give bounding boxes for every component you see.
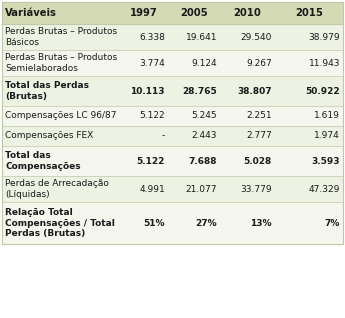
Text: 51%: 51% — [144, 218, 165, 227]
Text: Relação Total
Compensações / Total
Perdas (Brutas): Relação Total Compensações / Total Perda… — [5, 208, 115, 238]
Text: 33.779: 33.779 — [240, 184, 272, 193]
Text: 47.329: 47.329 — [309, 184, 340, 193]
FancyBboxPatch shape — [2, 2, 343, 24]
Text: 9.267: 9.267 — [246, 59, 272, 67]
Text: 3.593: 3.593 — [312, 156, 340, 165]
Text: 38.807: 38.807 — [237, 86, 272, 95]
FancyBboxPatch shape — [2, 50, 343, 76]
Text: 2010: 2010 — [234, 8, 262, 18]
Text: 21.077: 21.077 — [186, 184, 217, 193]
FancyBboxPatch shape — [2, 76, 343, 106]
Text: 50.922: 50.922 — [305, 86, 340, 95]
Text: 5.245: 5.245 — [191, 112, 217, 121]
Text: Variáveis: Variáveis — [5, 8, 57, 18]
Text: Total das
Compensações: Total das Compensações — [5, 151, 81, 171]
Text: 1.619: 1.619 — [314, 112, 340, 121]
Text: 2015: 2015 — [295, 8, 323, 18]
Text: 3.774: 3.774 — [139, 59, 165, 67]
Text: Perdas de Arrecadação
(Líquidas): Perdas de Arrecadação (Líquidas) — [5, 179, 109, 199]
Text: Perdas Brutas – Produtos
Básicos: Perdas Brutas – Produtos Básicos — [5, 27, 117, 47]
Text: 28.765: 28.765 — [182, 86, 217, 95]
Text: 10.113: 10.113 — [130, 86, 165, 95]
Text: Total das Perdas
(Brutas): Total das Perdas (Brutas) — [5, 81, 89, 101]
Text: Compensações LC 96/87: Compensações LC 96/87 — [5, 112, 117, 121]
Text: 5.122: 5.122 — [139, 112, 165, 121]
Text: 5.122: 5.122 — [137, 156, 165, 165]
Text: 1.974: 1.974 — [314, 132, 340, 141]
Text: 19.641: 19.641 — [186, 32, 217, 42]
Text: 7.688: 7.688 — [188, 156, 217, 165]
Text: -: - — [162, 132, 165, 141]
Text: 11.943: 11.943 — [308, 59, 340, 67]
Text: Compensações FEX: Compensações FEX — [5, 132, 93, 141]
Text: 13%: 13% — [250, 218, 272, 227]
Text: 1997: 1997 — [130, 8, 158, 18]
FancyBboxPatch shape — [2, 106, 343, 126]
Text: 6.338: 6.338 — [139, 32, 165, 42]
Text: 2.251: 2.251 — [246, 112, 272, 121]
Text: 2005: 2005 — [180, 8, 208, 18]
FancyBboxPatch shape — [2, 24, 343, 50]
FancyBboxPatch shape — [2, 126, 343, 146]
Text: 2.777: 2.777 — [246, 132, 272, 141]
Text: 7%: 7% — [325, 218, 340, 227]
FancyBboxPatch shape — [2, 176, 343, 202]
Text: 29.540: 29.540 — [240, 32, 272, 42]
FancyBboxPatch shape — [2, 202, 343, 244]
Text: 2.443: 2.443 — [191, 132, 217, 141]
Text: 9.124: 9.124 — [191, 59, 217, 67]
Text: Perdas Brutas – Produtos
Semielaborados: Perdas Brutas – Produtos Semielaborados — [5, 53, 117, 73]
FancyBboxPatch shape — [2, 146, 343, 176]
Text: 5.028: 5.028 — [244, 156, 272, 165]
Text: 4.991: 4.991 — [139, 184, 165, 193]
Text: 27%: 27% — [195, 218, 217, 227]
Text: 38.979: 38.979 — [308, 32, 340, 42]
